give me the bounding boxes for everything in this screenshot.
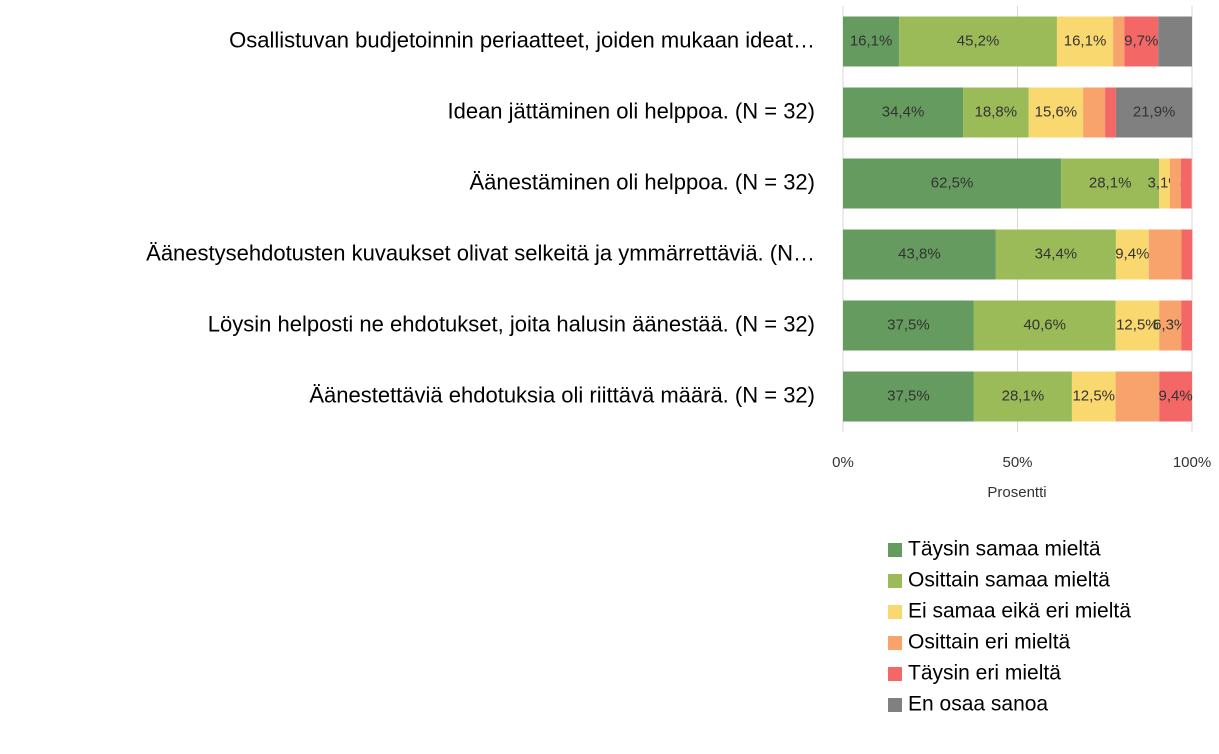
value-label: 12,5%: [1116, 316, 1159, 333]
bar-segment: [1159, 371, 1192, 422]
bar-segment: [899, 16, 1057, 67]
legend-swatch: [888, 698, 902, 712]
category-label: Äänestäminen oli helppoa. (N = 32): [470, 169, 816, 194]
legend-label: Osittain eri mieltä: [908, 631, 1071, 654]
bar-segment: [1083, 87, 1106, 138]
value-label: 37,5%: [887, 387, 930, 404]
value-label: 34,4%: [882, 103, 925, 120]
x-tick-label: 0%: [832, 454, 854, 471]
bar-segment: [1170, 158, 1181, 209]
bar-segment: [1071, 371, 1116, 422]
bar-segment: [1061, 158, 1160, 209]
bar-segment: [995, 229, 1116, 280]
legend-swatch: [888, 574, 902, 588]
bar-segment: [1115, 87, 1193, 138]
category-label: Idean jättäminen oli helppoa. (N = 32): [447, 98, 815, 123]
legend-label: Täysin eri mieltä: [908, 662, 1061, 685]
bar-segment: [843, 87, 964, 138]
bar-segment: [1115, 300, 1160, 351]
bar-segment: [1028, 87, 1084, 138]
value-label: 45,2%: [957, 32, 1000, 49]
bar-segment: [1158, 16, 1192, 67]
value-label: 6,3%: [1153, 316, 1187, 333]
bar-segment: [843, 16, 900, 67]
bar-segment: [1181, 300, 1192, 351]
bar-segment: [973, 371, 1072, 422]
bar-segment: [1115, 371, 1160, 422]
legend-swatch: [888, 636, 902, 650]
x-axis-label: Prosentti: [987, 484, 1046, 501]
bar-segment: [843, 300, 974, 351]
value-label: 37,5%: [887, 316, 930, 333]
value-label: 62,5%: [931, 174, 974, 191]
bar-segment: [843, 158, 1062, 209]
category-label: Äänestysehdotusten kuvaukset olivat selk…: [146, 240, 815, 265]
value-label: 9,7%: [1124, 32, 1158, 49]
value-label: 43,8%: [898, 245, 941, 262]
category-label: Osallistuvan budjetoinnin periaatteet, j…: [229, 27, 815, 52]
bar-segment: [843, 371, 974, 422]
bar-segment: [1113, 16, 1125, 67]
legend-swatch: [888, 667, 902, 681]
bar-segment: [1124, 16, 1159, 67]
value-label: 34,4%: [1035, 245, 1078, 262]
bar-segment: [1105, 87, 1116, 138]
value-label: 40,6%: [1023, 316, 1066, 333]
bar-segment: [843, 229, 996, 280]
bar-segment: [1115, 229, 1149, 280]
legend-label: Täysin samaa mieltä: [908, 538, 1101, 561]
value-label: 18,8%: [975, 103, 1018, 120]
x-tick-label: 50%: [1002, 454, 1032, 471]
legend-label: Osittain samaa mieltä: [908, 569, 1110, 592]
bar-segment: [1056, 16, 1114, 67]
legend-label: Ei samaa eikä eri mieltä: [908, 600, 1131, 623]
value-label: 9,4%: [1115, 245, 1149, 262]
legend-label: En osaa sanoa: [908, 693, 1048, 716]
legend-swatch: [888, 605, 902, 619]
bar-segment: [973, 300, 1116, 351]
bar-segment: [1159, 158, 1171, 209]
value-label: 21,9%: [1133, 103, 1176, 120]
bar-segment: [1181, 229, 1193, 280]
bar-segment: [1180, 158, 1192, 209]
value-label: 16,1%: [850, 32, 893, 49]
category-label: Löysin helposti ne ehdotukset, joita hal…: [208, 311, 815, 336]
category-label: Äänestettäviä ehdotuksia oli riittävä mä…: [309, 382, 815, 407]
value-label: 12,5%: [1072, 387, 1115, 404]
value-label: 15,6%: [1035, 103, 1078, 120]
bar-segment: [963, 87, 1029, 138]
value-label: 9,4%: [1158, 387, 1192, 404]
bar-segment: [1148, 229, 1182, 280]
bar-segment: [1159, 300, 1182, 351]
value-label: 28,1%: [1002, 387, 1045, 404]
legend-swatch: [888, 543, 902, 557]
x-tick-label: 100%: [1173, 454, 1211, 471]
value-label: 28,1%: [1089, 174, 1132, 191]
value-label: 16,1%: [1064, 32, 1107, 49]
